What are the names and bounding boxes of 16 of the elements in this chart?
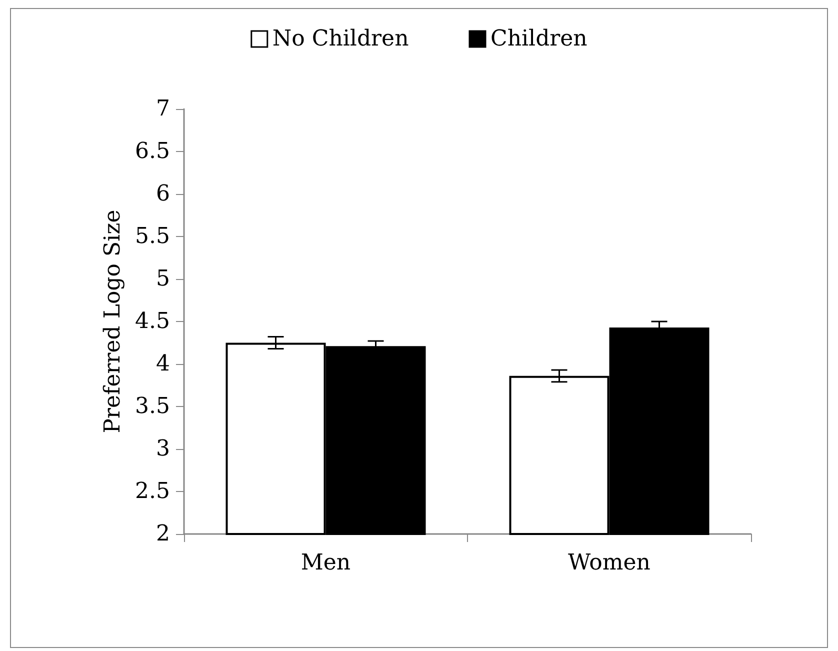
y-tick-label: 2: [156, 522, 170, 546]
y-tick-label: 5: [156, 266, 170, 292]
y-tick-label: 4.5: [135, 309, 170, 334]
y-tick-label: 5.5: [135, 224, 170, 249]
y-tick-label: 6: [156, 182, 170, 206]
y-tick-label: 6.5: [135, 139, 170, 164]
x-tick-label: Women: [568, 550, 650, 576]
y-tick-label: 3: [156, 436, 170, 462]
legend-label: No Children: [272, 26, 409, 52]
legend-label: Children: [490, 26, 588, 52]
y-tick-label: 7: [156, 96, 170, 122]
y-tick-label: 2.5: [135, 479, 170, 504]
y-tick-label: 3.5: [135, 394, 170, 419]
y-axis-title: Preferred Logo Size: [100, 210, 126, 434]
y-tick-label: 4: [156, 352, 170, 376]
x-tick-label: Men: [300, 550, 351, 576]
